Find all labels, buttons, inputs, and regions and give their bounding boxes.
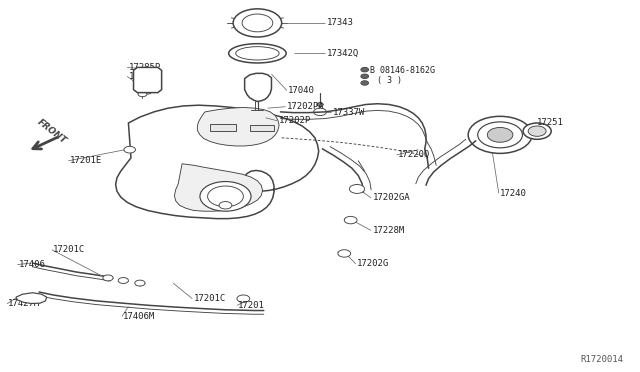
Text: B 08146-8162G: B 08146-8162G xyxy=(370,66,435,75)
Text: 17202GA: 17202GA xyxy=(372,193,410,202)
Text: 17201C: 17201C xyxy=(53,245,85,254)
Text: 17337W: 17337W xyxy=(333,108,365,117)
Circle shape xyxy=(200,182,251,211)
Circle shape xyxy=(27,296,36,301)
Circle shape xyxy=(317,103,323,106)
Circle shape xyxy=(314,108,326,116)
Polygon shape xyxy=(197,108,279,146)
Circle shape xyxy=(135,280,145,286)
Text: 17228M: 17228M xyxy=(372,226,404,235)
Circle shape xyxy=(523,123,551,139)
Text: 17343: 17343 xyxy=(326,19,353,28)
Circle shape xyxy=(237,295,250,302)
Polygon shape xyxy=(134,67,162,93)
Text: FRONT: FRONT xyxy=(35,117,68,145)
Circle shape xyxy=(207,186,243,207)
Text: 17574X: 17574X xyxy=(129,72,161,81)
Ellipse shape xyxy=(236,46,279,60)
Polygon shape xyxy=(250,125,274,131)
Text: 17220Q: 17220Q xyxy=(398,150,430,159)
Circle shape xyxy=(233,9,282,37)
Polygon shape xyxy=(116,105,319,219)
Polygon shape xyxy=(174,164,262,211)
Text: 17202PA: 17202PA xyxy=(287,102,324,111)
Circle shape xyxy=(361,81,369,85)
Text: 17342Q: 17342Q xyxy=(326,49,358,58)
Ellipse shape xyxy=(228,44,286,63)
Text: 17240: 17240 xyxy=(500,189,527,198)
Text: 17040: 17040 xyxy=(288,86,315,95)
Circle shape xyxy=(349,185,365,193)
Circle shape xyxy=(344,217,357,224)
Circle shape xyxy=(477,122,522,148)
Text: 17251: 17251 xyxy=(537,118,564,127)
Text: 17202G: 17202G xyxy=(357,259,389,268)
Polygon shape xyxy=(210,124,236,131)
Text: 17406M: 17406M xyxy=(124,312,156,321)
Circle shape xyxy=(242,14,273,32)
Text: 17406: 17406 xyxy=(19,260,45,269)
Text: 17201C: 17201C xyxy=(193,294,226,303)
Circle shape xyxy=(138,92,147,97)
Text: 17202P: 17202P xyxy=(278,116,311,125)
Circle shape xyxy=(219,202,232,209)
Circle shape xyxy=(528,126,546,137)
Circle shape xyxy=(103,275,113,281)
Circle shape xyxy=(118,278,129,283)
Text: 17201E: 17201E xyxy=(70,156,102,165)
Circle shape xyxy=(338,250,351,257)
Circle shape xyxy=(361,74,369,78)
Text: 17427M: 17427M xyxy=(8,299,40,308)
Text: R1720014: R1720014 xyxy=(580,355,623,364)
Text: ( 3 ): ( 3 ) xyxy=(378,76,403,84)
Circle shape xyxy=(124,146,136,153)
Circle shape xyxy=(487,128,513,142)
Text: 17285P: 17285P xyxy=(129,63,161,72)
Polygon shape xyxy=(244,73,271,102)
Circle shape xyxy=(144,90,152,94)
Text: 17201: 17201 xyxy=(238,301,265,310)
Circle shape xyxy=(468,116,532,153)
Polygon shape xyxy=(16,293,47,304)
Circle shape xyxy=(361,67,369,72)
